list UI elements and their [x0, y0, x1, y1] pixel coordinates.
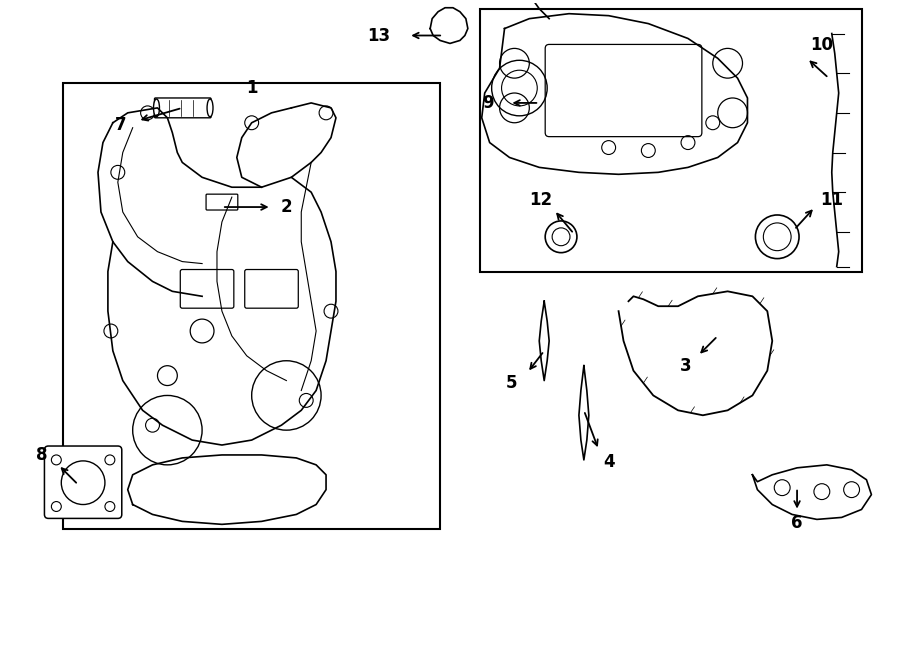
Text: 6: 6: [791, 514, 803, 532]
Text: 11: 11: [820, 191, 843, 209]
FancyBboxPatch shape: [245, 270, 298, 308]
FancyBboxPatch shape: [44, 446, 122, 518]
Bar: [480, 9, 861, 272]
Text: 10: 10: [810, 36, 833, 54]
Text: 4: 4: [603, 453, 615, 471]
FancyBboxPatch shape: [155, 98, 211, 118]
Text: 9: 9: [482, 94, 493, 112]
FancyBboxPatch shape: [180, 270, 234, 308]
Polygon shape: [430, 8, 468, 44]
Text: 3: 3: [680, 357, 692, 375]
FancyBboxPatch shape: [206, 194, 238, 210]
Text: 5: 5: [506, 373, 518, 391]
Text: 12: 12: [530, 191, 553, 209]
Text: 13: 13: [367, 26, 391, 44]
Text: 7: 7: [115, 116, 127, 134]
Ellipse shape: [154, 99, 159, 117]
Text: 8: 8: [36, 446, 47, 464]
Text: 2: 2: [281, 198, 292, 216]
FancyBboxPatch shape: [545, 44, 702, 137]
Bar: [63, 83, 440, 529]
Text: 1: 1: [246, 79, 257, 97]
Ellipse shape: [207, 99, 213, 117]
